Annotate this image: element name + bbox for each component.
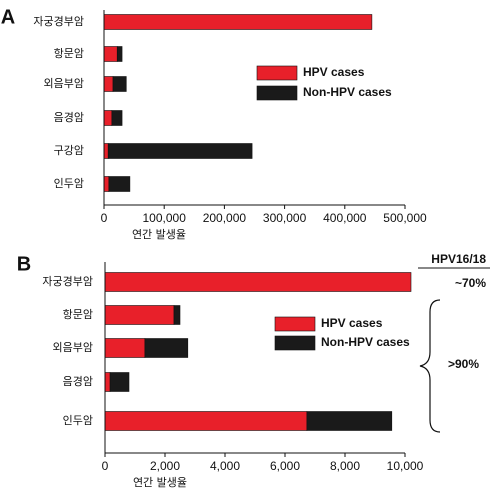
bar-segment	[104, 338, 146, 358]
panel-label: B	[17, 253, 31, 275]
x-tick-label: 300,000	[263, 211, 307, 225]
x-axis-label: 연간 발생율	[132, 228, 186, 241]
bar-segment	[103, 176, 110, 192]
legend-label: Non-HPV cases	[303, 85, 392, 99]
bar-segment	[107, 143, 253, 159]
bar-segment	[104, 372, 111, 392]
legend-label: HPV cases	[303, 65, 365, 79]
category-label: 인두암	[63, 414, 93, 427]
bar-segment	[104, 305, 175, 325]
legend-swatch	[274, 335, 316, 351]
bar-segment	[103, 110, 113, 126]
bar-segment	[112, 76, 127, 92]
bar-segment	[103, 143, 109, 159]
bar-segment	[104, 272, 412, 292]
bar-segment	[108, 176, 131, 192]
annotation: ~70%	[455, 276, 486, 290]
category-label: 외음부암	[53, 341, 93, 354]
panel-label: A	[1, 6, 15, 28]
bar-segment	[104, 411, 308, 431]
legend-swatch	[256, 85, 298, 101]
category-label: 자궁경부암	[33, 15, 84, 28]
bar-segment	[144, 338, 189, 358]
x-tick-label: 200,000	[203, 211, 247, 225]
bar-segment	[103, 76, 114, 92]
x-tick-label: 2,000	[150, 459, 180, 473]
bar-segment	[111, 110, 123, 126]
x-tick-label: 6,000	[270, 459, 300, 473]
x-tick-label: 400,000	[323, 211, 367, 225]
category-label: 자궁경부암	[42, 275, 93, 288]
category-label: 구강암	[54, 144, 84, 157]
x-tick-label: 0	[102, 459, 109, 473]
x-tick-label: 8,000	[330, 459, 360, 473]
legend-swatch	[256, 65, 298, 81]
bar-segment	[109, 372, 130, 392]
x-tick-label: 4,000	[210, 459, 240, 473]
bar-segment	[306, 411, 393, 431]
legend-label: Non-HPV cases	[321, 335, 410, 349]
bar-segment	[116, 46, 123, 62]
annotation: HPV16/18	[431, 252, 486, 266]
x-axis-label: 연간 발생율	[133, 476, 187, 489]
bar-segment	[103, 46, 118, 62]
legend-label: HPV cases	[321, 316, 383, 330]
x-tick-label: 500,000	[383, 211, 427, 225]
bar-segment	[173, 305, 181, 325]
category-label: 음경암	[63, 375, 93, 388]
category-label: 항문암	[54, 47, 84, 60]
bar-segment	[103, 14, 373, 30]
category-label: 항문암	[63, 308, 93, 321]
x-tick-label: 100,000	[143, 211, 187, 225]
category-label: 인두암	[54, 177, 84, 190]
x-tick-label: 10,000	[387, 459, 424, 473]
x-tick-label: 0	[101, 211, 108, 225]
category-label: 음경암	[54, 111, 84, 124]
annotation: >90%	[448, 357, 479, 371]
brace	[419, 299, 441, 433]
legend-swatch	[274, 316, 316, 332]
category-label: 외음부암	[44, 77, 84, 90]
